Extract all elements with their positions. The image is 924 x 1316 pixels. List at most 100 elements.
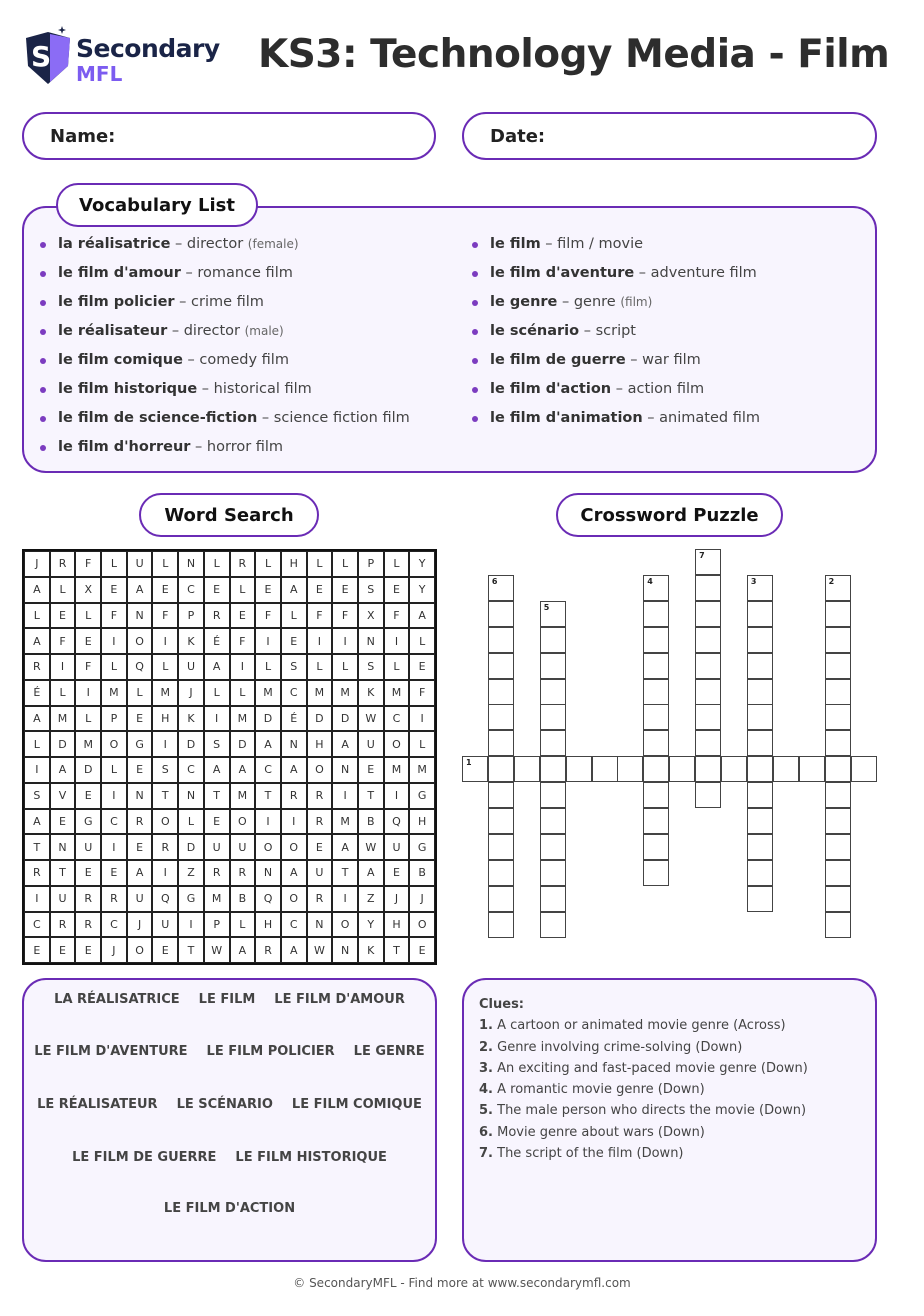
crossword-cell[interactable] [487, 808, 514, 834]
crossword-cell[interactable] [824, 756, 851, 783]
crossword-cell[interactable] [513, 756, 540, 783]
crossword-cell[interactable] [669, 756, 696, 783]
crossword-cell[interactable] [824, 859, 851, 886]
crossword-cell[interactable] [695, 600, 722, 627]
crossword-cell[interactable] [824, 678, 851, 705]
crossword-cell[interactable] [643, 678, 670, 705]
crossword-cell[interactable] [487, 833, 514, 860]
crossword-cell[interactable] [746, 626, 773, 653]
crossword-cell[interactable] [824, 730, 851, 757]
crossword-cell[interactable] [643, 730, 670, 757]
crossword-cell[interactable] [643, 859, 670, 886]
crossword-cell[interactable] [487, 911, 514, 938]
crossword-cell[interactable] [746, 704, 773, 731]
crossword-cell[interactable] [487, 652, 514, 679]
crossword-cell[interactable] [798, 756, 825, 783]
crossword-cell[interactable] [746, 730, 773, 757]
crossword-cell[interactable] [824, 808, 851, 834]
crossword-cell[interactable]: 7 [695, 549, 722, 575]
crossword-cell[interactable] [539, 652, 566, 679]
crossword-cell[interactable] [539, 626, 566, 653]
crossword-cell[interactable] [746, 885, 773, 912]
crossword-cell[interactable]: 2 [824, 574, 851, 601]
crossword-cell[interactable] [643, 600, 670, 627]
crossword-cell[interactable] [565, 756, 592, 783]
crossword-cell[interactable] [539, 885, 566, 912]
crossword-cell[interactable] [539, 859, 566, 886]
date-field[interactable]: Date: [462, 112, 877, 160]
crossword-cell[interactable] [746, 600, 773, 627]
grid-cell: L [101, 654, 127, 680]
crossword-cell[interactable]: 6 [487, 574, 514, 601]
crossword-cell[interactable]: 4 [643, 574, 670, 601]
crossword-cell[interactable]: 1 [462, 756, 488, 783]
crossword-cell[interactable]: 3 [746, 574, 773, 601]
crossword-cell[interactable] [487, 704, 514, 731]
crossword-cell[interactable] [695, 574, 722, 601]
crossword-cell[interactable] [643, 756, 670, 783]
crossword-cell[interactable] [617, 756, 644, 783]
crossword-cell[interactable] [824, 704, 851, 731]
crossword-cell[interactable] [695, 652, 722, 679]
crossword-cell[interactable] [643, 782, 670, 809]
vocab-item: le film de science-fiction – science fic… [40, 404, 410, 433]
crossword-cell[interactable] [746, 678, 773, 705]
crossword-cell[interactable] [539, 730, 566, 757]
crossword-cell[interactable] [772, 756, 799, 783]
grid-cell: T [383, 937, 410, 963]
crossword-cell[interactable] [539, 756, 566, 783]
crossword-cell[interactable] [539, 833, 566, 860]
grid-cell: F [75, 551, 102, 577]
crossword-cell[interactable] [487, 859, 514, 886]
crossword-cell[interactable] [746, 833, 773, 860]
crossword-cell[interactable] [695, 730, 722, 757]
crossword-cell[interactable] [539, 704, 566, 731]
crossword-cell[interactable] [824, 885, 851, 912]
crossword-cell[interactable] [746, 808, 773, 834]
crossword-cell[interactable] [824, 652, 851, 679]
crossword-cell[interactable] [487, 600, 514, 627]
crossword-cell[interactable] [695, 626, 722, 653]
crossword-cell[interactable] [487, 678, 514, 705]
crossword-cell[interactable] [850, 756, 877, 783]
crossword-cell[interactable] [487, 756, 514, 783]
crossword-cell[interactable] [824, 911, 851, 938]
crossword-cell[interactable] [695, 782, 722, 809]
crossword-cell[interactable] [487, 782, 514, 809]
crossword-cell[interactable] [643, 833, 670, 860]
crossword-cell[interactable]: 5 [539, 600, 566, 627]
grid-cell: E [49, 808, 76, 835]
crossword-cell[interactable] [643, 704, 670, 731]
crossword-cell[interactable] [643, 652, 670, 679]
crossword-cell[interactable] [643, 626, 670, 653]
crossword-cell[interactable] [721, 756, 747, 783]
crossword-cell[interactable] [487, 730, 514, 757]
grid-cell: E [152, 937, 179, 963]
crossword-cell[interactable] [539, 808, 566, 834]
crossword-cell[interactable] [539, 782, 566, 809]
crossword-cell[interactable] [643, 808, 670, 834]
crossword-cell[interactable] [746, 782, 773, 809]
crossword-cell[interactable] [695, 678, 722, 705]
clues-heading: Clues: [479, 997, 525, 1012]
crossword-cell[interactable] [695, 704, 722, 731]
crossword-cell[interactable] [746, 652, 773, 679]
grid-cell: F [306, 602, 333, 629]
crossword-cell[interactable] [487, 885, 514, 912]
crossword-cell[interactable] [824, 782, 851, 809]
crossword-cell[interactable] [746, 756, 773, 783]
crossword-cell[interactable] [695, 756, 722, 783]
crossword-cell[interactable] [824, 626, 851, 653]
crossword-cell[interactable] [539, 678, 566, 705]
crossword-cell[interactable] [487, 626, 514, 653]
crossword-cell[interactable] [539, 911, 566, 938]
grid-cell: U [126, 551, 153, 577]
grid-cell: A [229, 757, 256, 783]
name-field[interactable]: Name: [22, 112, 436, 160]
crossword-cell[interactable] [591, 756, 618, 783]
grid-cell: C [24, 911, 50, 938]
crossword-cell[interactable] [824, 833, 851, 860]
crossword-cell[interactable] [824, 600, 851, 627]
crossword-cell[interactable] [746, 859, 773, 886]
grid-cell: Q [383, 808, 410, 835]
